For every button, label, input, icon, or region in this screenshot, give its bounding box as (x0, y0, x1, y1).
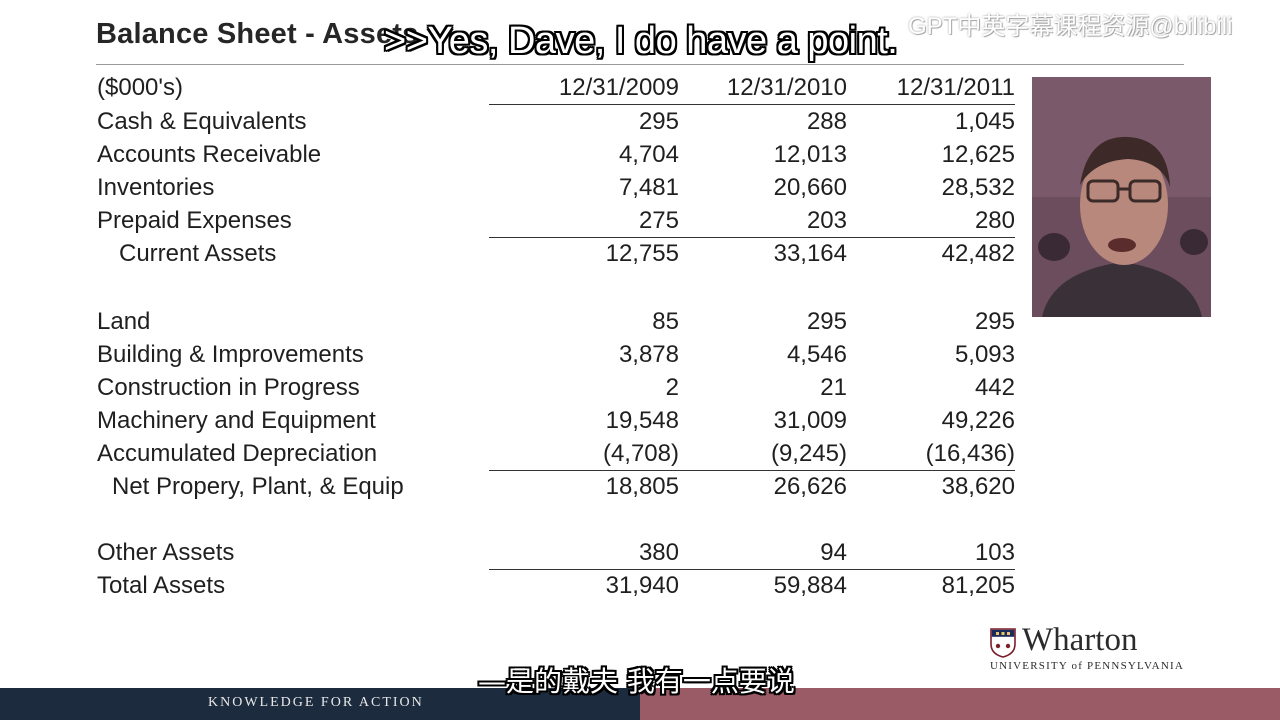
units-label: ($000's) (97, 74, 183, 101)
presenter-video (1032, 77, 1211, 317)
cell-2009: 7,481 (618, 174, 679, 201)
cell-2011: 38,620 (941, 473, 1015, 500)
cell-2009: (4,708) (602, 440, 679, 467)
row-label: Land (97, 308, 151, 335)
table-row: Net Propery, Plant, & Equip 18,805 26,62… (0, 473, 1020, 506)
cell-2010: 20,660 (773, 174, 847, 201)
cell-2010: (9,245) (770, 440, 847, 467)
cell-2010: 33,164 (773, 240, 847, 267)
row-label: Accumulated Depreciation (97, 440, 378, 467)
table-row: Prepaid Expenses 275 203 280 (0, 207, 1020, 240)
slide-title: Balance Sheet - Assets (96, 18, 419, 50)
table-row: Accumulated Depreciation (4,708) (9,245)… (0, 440, 1020, 473)
cell-2010: 295 (806, 308, 847, 335)
table-row: Machinery and Equipment 19,548 31,009 49… (0, 407, 1020, 440)
cell-2011: 12,625 (941, 141, 1015, 168)
row-label: Current Assets (119, 240, 277, 267)
cell-2011: 49,226 (941, 407, 1015, 434)
penn-shield-icon (990, 628, 1016, 658)
cell-2010: 4,546 (786, 341, 847, 368)
cell-2010: 94 (820, 539, 847, 566)
logo-name: Wharton (1022, 622, 1138, 658)
table-row: Total Assets 31,940 59,884 81,205 (0, 572, 1020, 605)
header-rule (489, 104, 1015, 105)
cell-2011: 280 (974, 207, 1015, 234)
cell-2011: 103 (974, 539, 1015, 566)
cell-2010: 203 (806, 207, 847, 234)
cell-2011: 81,205 (941, 572, 1015, 599)
cell-2011: 5,093 (954, 341, 1015, 368)
header-row: ($000's) 12/31/2009 12/31/2010 12/31/201… (0, 74, 1020, 107)
footer-tagline: KNOWLEDGE FOR ACTION (208, 695, 424, 710)
cell-2011: 295 (974, 308, 1015, 335)
wharton-logo: Wharton UNIVERSITY of PENNSYLVANIA (988, 622, 1193, 674)
period-2009: 12/31/2009 (558, 74, 679, 101)
cell-2010: 288 (806, 108, 847, 135)
table-row: Building & Improvements 3,878 4,546 5,09… (0, 341, 1020, 374)
cell-2009: 275 (638, 207, 679, 234)
footer-bar-left (0, 688, 640, 720)
subtotal-rule (489, 470, 1015, 471)
cell-2009: 3,878 (618, 341, 679, 368)
table-row: Inventories 7,481 20,660 28,532 (0, 174, 1020, 207)
cell-2009: 4,704 (618, 141, 679, 168)
cell-2010: 21 (820, 374, 847, 401)
cell-2011: 42,482 (941, 240, 1015, 267)
cell-2010: 26,626 (773, 473, 847, 500)
chinese-caption: —是的戴夫 我有一点要说 (478, 665, 795, 698)
cell-2010: 59,884 (773, 572, 847, 599)
row-label: Net Propery, Plant, & Equip (112, 473, 404, 500)
table-row: Cash & Equivalents 295 288 1,045 (0, 108, 1020, 141)
row-label: Prepaid Expenses (97, 207, 292, 234)
row-label: Accounts Receivable (97, 141, 322, 168)
row-label: Construction in Progress (97, 374, 360, 401)
subtotal-rule (489, 237, 1015, 238)
cell-2009: 85 (652, 308, 679, 335)
cell-2009: 18,805 (605, 473, 679, 500)
logo-subtitle: UNIVERSITY of PENNSYLVANIA (990, 660, 1184, 672)
row-label: Total Assets (97, 572, 226, 599)
period-2011: 12/31/2011 (896, 74, 1015, 101)
row-label: Machinery and Equipment (97, 407, 376, 434)
row-label: Other Assets (97, 539, 235, 566)
period-2010: 12/31/2010 (726, 74, 847, 101)
cell-2011: 442 (974, 374, 1015, 401)
presenter-portrait-icon (1032, 77, 1211, 317)
table-row: Land 85 295 295 (0, 308, 1020, 341)
row-label: Building & Improvements (97, 341, 364, 368)
cell-2011: 28,532 (941, 174, 1015, 201)
cell-2009: 295 (638, 108, 679, 135)
watermark: GPT中英字幕课程资源@bilibili (908, 13, 1233, 40)
cell-2009: 380 (638, 539, 679, 566)
table-row: Construction in Progress 2 21 442 (0, 374, 1020, 407)
cell-2010: 12,013 (773, 141, 847, 168)
cell-2011: 1,045 (954, 108, 1015, 135)
row-label: Inventories (97, 174, 215, 201)
total-rule (489, 569, 1015, 570)
cell-2009: 31,940 (605, 572, 679, 599)
title-rule (96, 64, 1184, 65)
table-row: Accounts Receivable 4,704 12,013 12,625 (0, 141, 1020, 174)
cell-2009: 2 (665, 374, 679, 401)
english-caption: >>Yes, Dave, I do have a point. (384, 20, 898, 62)
cell-2009: 12,755 (605, 240, 679, 267)
cell-2011: (16,436) (925, 440, 1015, 467)
table-row: Other Assets 380 94 103 (0, 539, 1020, 572)
cell-2009: 19,548 (605, 407, 679, 434)
row-label: Cash & Equivalents (97, 108, 307, 135)
table-row: Current Assets 12,755 33,164 42,482 (0, 240, 1020, 273)
cell-2010: 31,009 (773, 407, 847, 434)
footer-bar-right (640, 688, 1280, 720)
